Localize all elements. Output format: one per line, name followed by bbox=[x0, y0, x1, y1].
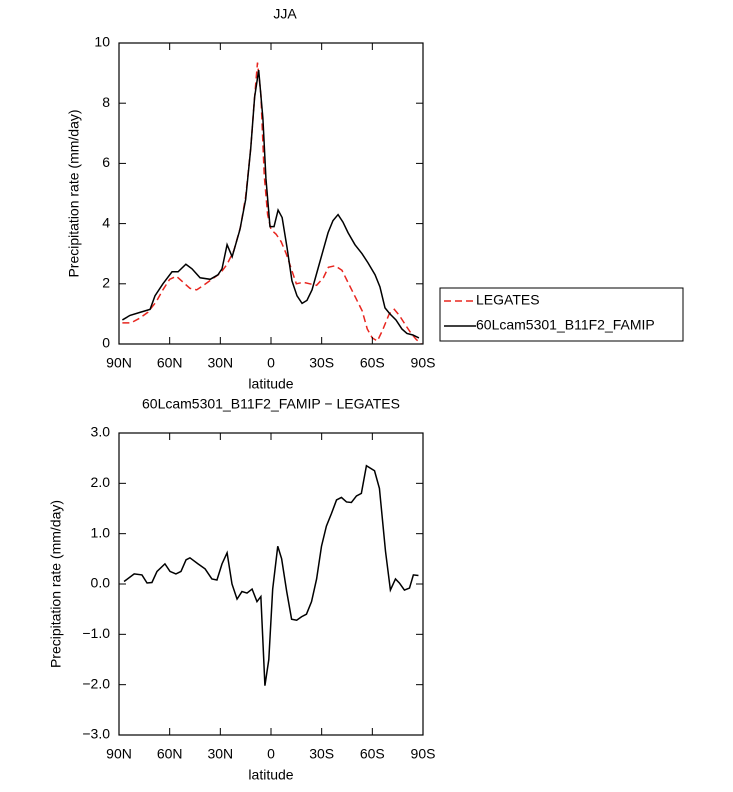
y-tick-label: 4 bbox=[102, 214, 110, 230]
x-tick-label: 30S bbox=[309, 746, 334, 762]
x-tick-label: 30N bbox=[207, 746, 233, 762]
x-tick-label: 0 bbox=[267, 355, 275, 371]
y-tick-label: −1.0 bbox=[82, 625, 110, 641]
y-tick-label: 1.0 bbox=[91, 524, 111, 540]
x-tick-label: 60N bbox=[157, 355, 183, 371]
data-line bbox=[123, 464, 419, 686]
x-tick-label: 90S bbox=[411, 355, 436, 371]
x-tick-label: 0 bbox=[267, 746, 275, 762]
x-tick-label: 30N bbox=[207, 355, 233, 371]
x-tick-label: 60N bbox=[157, 746, 183, 762]
y-tick-label: 3.0 bbox=[91, 424, 111, 440]
x-tick-label: 90S bbox=[411, 746, 436, 762]
legend-label: LEGATES bbox=[476, 292, 540, 308]
x-axis-label: latitude bbox=[248, 376, 293, 392]
y-tick-label: 10 bbox=[94, 34, 110, 50]
legend-box bbox=[439, 287, 684, 342]
y-tick-label: −2.0 bbox=[82, 675, 110, 691]
y-tick-label: 8 bbox=[102, 94, 110, 110]
y-tick-label: 0 bbox=[102, 335, 110, 351]
y-tick-label: 2.0 bbox=[91, 474, 111, 490]
x-axis-label: latitude bbox=[248, 767, 293, 783]
y-tick-label: −3.0 bbox=[82, 726, 110, 742]
y-tick-label: 0.0 bbox=[91, 575, 111, 591]
x-tick-label: 90N bbox=[106, 355, 132, 371]
x-tick-label: 60S bbox=[360, 355, 385, 371]
y-tick-label: 2 bbox=[102, 275, 110, 291]
chart-title: JJA bbox=[273, 6, 297, 22]
y-axis-label: Precipitation rate (mm/day) bbox=[48, 500, 64, 668]
data-line bbox=[122, 62, 422, 345]
x-tick-label: 90N bbox=[106, 746, 132, 762]
y-axis-label: Precipitation rate (mm/day) bbox=[66, 109, 82, 277]
x-tick-label: 30S bbox=[309, 355, 334, 371]
x-tick-label: 60S bbox=[360, 746, 385, 762]
plot-frame bbox=[118, 42, 424, 345]
legend-label: 60Lcam5301_B11F2_FAMIP bbox=[476, 317, 655, 333]
y-tick-label: 6 bbox=[102, 154, 110, 170]
data-line bbox=[121, 69, 420, 339]
chart-title: 60Lcam5301_B11F2_FAMIP − LEGATES bbox=[142, 396, 400, 412]
